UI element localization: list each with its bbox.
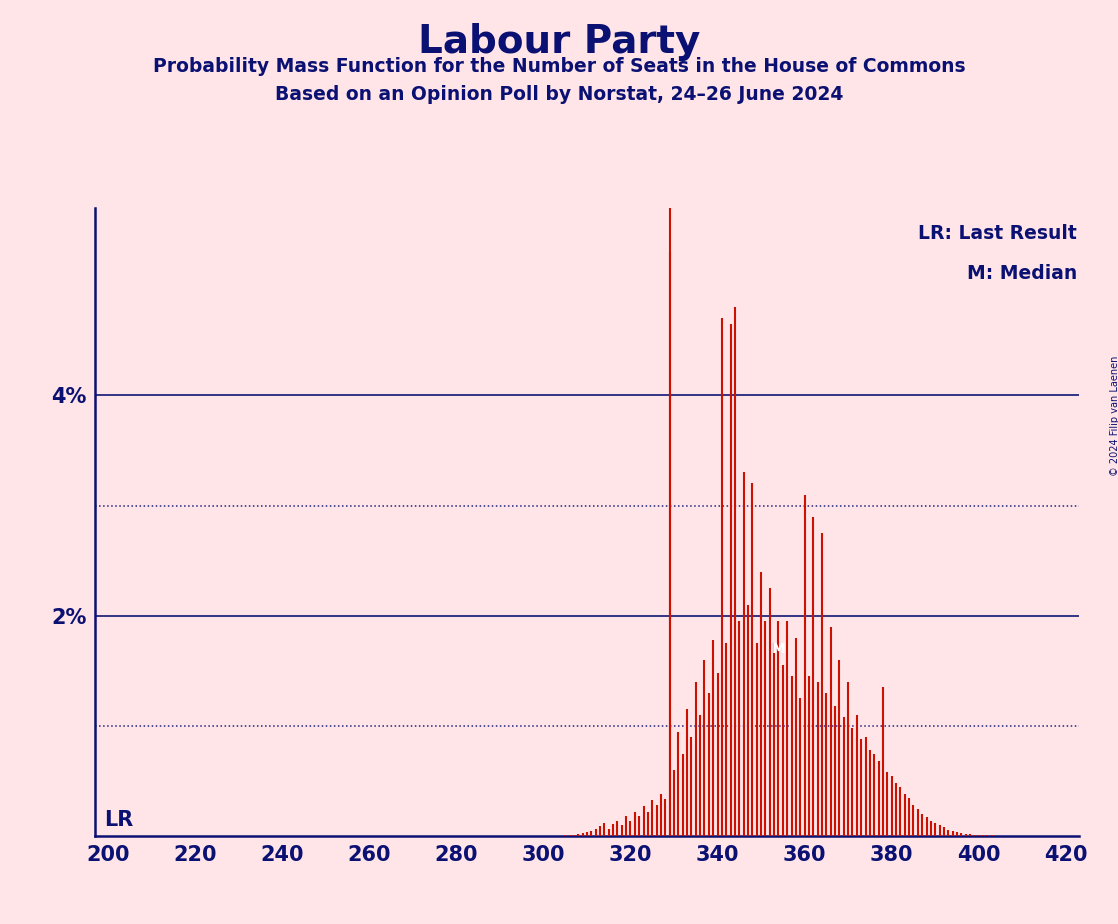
Text: © 2024 Filip van Laenen: © 2024 Filip van Laenen xyxy=(1110,356,1118,476)
Text: M: M xyxy=(771,642,785,656)
Text: LR: LR xyxy=(104,809,133,830)
Text: Labour Party: Labour Party xyxy=(418,23,700,61)
Text: M: Median: M: Median xyxy=(967,264,1077,284)
Text: Based on an Opinion Poll by Norstat, 24–26 June 2024: Based on an Opinion Poll by Norstat, 24–… xyxy=(275,85,843,104)
Text: Probability Mass Function for the Number of Seats in the House of Commons: Probability Mass Function for the Number… xyxy=(153,57,965,77)
Text: LR: Last Result: LR: Last Result xyxy=(918,224,1077,243)
